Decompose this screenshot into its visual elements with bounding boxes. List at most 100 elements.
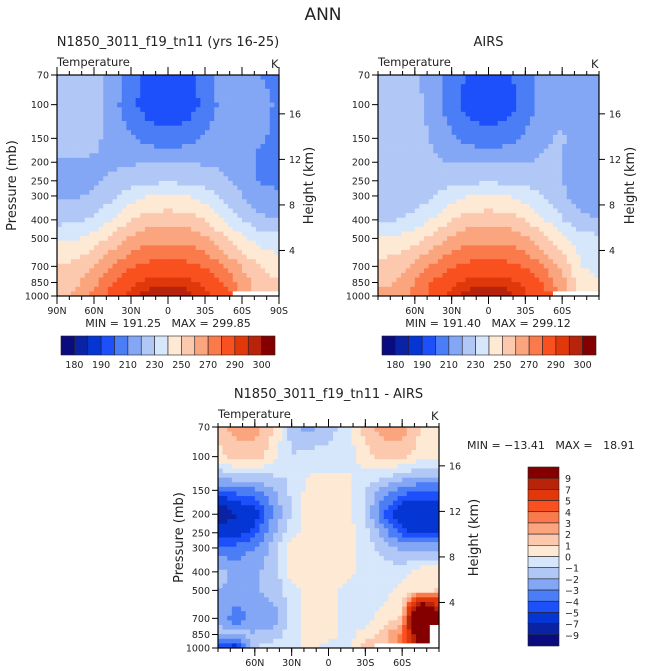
contour-cell	[112, 134, 118, 140]
contour-cell	[543, 153, 549, 159]
contour-cell	[539, 231, 545, 237]
contour-cell	[94, 98, 100, 104]
contour-cell	[126, 176, 132, 182]
contour-cell	[246, 116, 252, 122]
contour-cell	[566, 167, 572, 173]
contour-cell	[442, 107, 448, 113]
contour-cell	[483, 130, 489, 136]
contour-cell	[228, 236, 234, 242]
contour-cell	[594, 153, 600, 159]
y-tick-label: 200	[352, 158, 370, 169]
contour-cell	[580, 272, 586, 278]
contour-cell	[424, 254, 430, 260]
contour-cell	[571, 272, 577, 278]
contour-cell	[140, 282, 146, 288]
contour-cell	[237, 176, 243, 182]
contour-cell	[488, 88, 494, 94]
contour-cell	[437, 88, 443, 94]
contour-cell	[154, 93, 160, 99]
contour-cell	[107, 286, 113, 292]
colorbar-box	[528, 335, 543, 356]
contour-cell	[529, 245, 535, 251]
contour-cell	[428, 259, 434, 265]
contour-cell	[470, 213, 476, 219]
contour-cell	[70, 185, 76, 191]
contour-cell	[493, 102, 499, 108]
contour-cell	[126, 79, 132, 85]
contour-cell	[242, 176, 248, 182]
y-tick-label: 200	[31, 158, 49, 169]
contour-cell	[181, 144, 187, 150]
contour-cell	[516, 153, 522, 159]
contour-cell	[562, 268, 568, 274]
contour-cell	[479, 176, 485, 182]
contour-cell	[428, 171, 434, 177]
contour-cell	[410, 240, 416, 246]
contour-cell	[218, 162, 224, 168]
contour-cell	[378, 148, 383, 154]
contour-cell	[460, 171, 466, 177]
contour-cell	[433, 213, 439, 219]
colorbar-label: 190	[92, 360, 110, 371]
contour-cell	[218, 277, 224, 283]
contour-cell	[382, 176, 388, 182]
contour-cell	[525, 98, 531, 104]
contour-cell	[121, 272, 127, 278]
contour-cell	[117, 231, 123, 237]
contour-cell	[186, 208, 192, 214]
contour-cell	[520, 268, 526, 274]
contour-cell	[594, 79, 600, 85]
contour-cell	[98, 153, 104, 159]
contour-cell	[186, 167, 192, 173]
contour-cell	[228, 107, 234, 113]
contour-cell	[562, 116, 568, 122]
contour-cell	[539, 254, 545, 260]
contour-cell	[98, 222, 104, 228]
contour-cell	[447, 190, 453, 196]
contour-cell	[251, 153, 257, 159]
contour-cell	[242, 208, 248, 214]
contour-cell	[140, 185, 146, 191]
contour-cell	[209, 194, 215, 200]
contour-cell	[107, 139, 113, 145]
contour-cell	[520, 107, 526, 113]
contour-cell	[61, 167, 67, 173]
contour-cell	[502, 171, 508, 177]
contour-cell	[442, 79, 448, 85]
contour-cell	[214, 226, 220, 232]
contour-cell	[80, 286, 86, 292]
contour-cell	[205, 190, 211, 196]
contour-cell	[488, 208, 494, 214]
contour-cell	[506, 162, 512, 168]
contour-cell	[251, 272, 257, 278]
contour-cell	[103, 93, 109, 99]
contour-cell	[497, 180, 503, 186]
contour-cell	[61, 236, 67, 242]
contour-cell	[571, 208, 577, 214]
contour-cell	[502, 116, 508, 122]
contour-cell	[149, 130, 155, 136]
contour-cell	[135, 88, 141, 94]
contour-cell	[419, 213, 425, 219]
contour-cell	[442, 180, 448, 186]
contour-cell	[260, 79, 266, 85]
contour-cell	[112, 116, 118, 122]
contour-cell	[98, 263, 104, 269]
contour-cell	[410, 282, 416, 288]
contour-cell	[488, 79, 494, 85]
contour-cell	[437, 240, 443, 246]
contour-cell	[163, 134, 169, 140]
contour-cell	[410, 171, 416, 177]
contour-cell	[391, 268, 397, 274]
contour-cell	[191, 98, 197, 104]
contour-cell	[382, 130, 388, 136]
contour-cell	[539, 291, 545, 297]
contour-cell	[218, 167, 224, 173]
contour-cell	[506, 194, 512, 200]
contour-cell	[474, 98, 480, 104]
contour-cell	[121, 208, 127, 214]
contour-cell	[557, 153, 563, 159]
height-tick-label: 8	[609, 200, 615, 211]
contour-cell	[70, 75, 76, 80]
contour-cell	[470, 75, 476, 80]
